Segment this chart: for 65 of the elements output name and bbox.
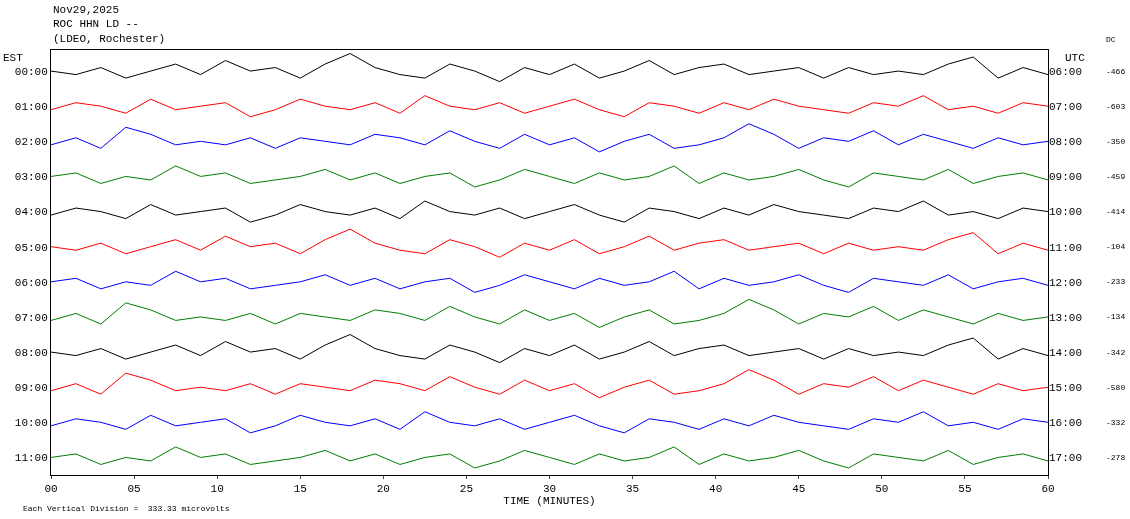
y2-tick-label: 15:00 [1049,382,1083,395]
y-tick-label: 04:00 [14,206,48,219]
x-tick-label: 20 [376,483,390,496]
text: -350 [1106,137,1126,146]
text: -332 [1106,418,1126,427]
x-tick-label: 50 [875,483,889,496]
text: -603 [1106,102,1126,111]
line-series [51,298,1048,328]
y2-tick-label: 10:00 [1049,206,1083,219]
text: DC [1106,35,1116,44]
y2-tick-label: 13:00 [1049,311,1083,324]
text: -134 [1106,312,1126,321]
text: -466 [1106,67,1126,76]
x-tick-label: 00 [44,483,58,496]
text: -414 [1106,207,1126,216]
y2-tick-label: 14:00 [1049,346,1083,359]
x-tick-label: 40 [709,483,723,496]
chart-title: Nov29,2025 [53,4,120,16]
y-tick-label: 11:00 [14,452,48,465]
y-tick-label: 07:00 [14,311,48,324]
line-series [51,165,1048,188]
y2-tick-label: 07:00 [1049,101,1083,114]
chart-subtitle: ROC HHN LD -- (LDEO, Rochester) [53,18,166,45]
y2-tick-label: 09:00 [1049,171,1083,184]
x-axis-title: TIME (MINUTES) [503,495,596,508]
x-tick-label: 25 [459,483,474,496]
line-series [51,123,1048,153]
line-series [51,411,1048,434]
x-tick-label: 45 [792,483,806,496]
x-tick-label: 15 [293,483,307,496]
y2-tick-label: 16:00 [1049,417,1083,430]
text: -342 [1106,348,1126,357]
y-tick-label: 05:00 [14,241,48,254]
y2-tick-label: 06:00 [1049,65,1083,78]
y-tick-label: 10:00 [14,417,48,430]
y2-tick-label: 12:00 [1049,276,1083,289]
y-axis-title: EST [3,52,24,64]
y-tick-label: 03:00 [14,171,48,184]
y2-tick-label: 11:00 [1049,241,1083,254]
text: -580 [1106,383,1126,392]
x-tick-label: 10 [210,483,224,496]
y-tick-label: 01:00 [14,101,48,114]
y2-tick-label: 17:00 [1049,452,1083,465]
line-series [51,95,1048,118]
text: Each Vertical Division = 333.33 microvolts [23,504,230,513]
text: -459 [1106,172,1126,181]
x-tick-label: 30 [542,483,557,496]
y2-axis-title: UTC [1065,52,1086,64]
line-series [51,270,1048,293]
x-tick-label: 55 [958,483,972,496]
line-series [51,228,1048,258]
x-tick-label: 35 [625,483,640,496]
line-series [51,446,1048,469]
text: -278 [1106,453,1126,462]
x-tick-label: 60 [1041,483,1055,496]
y-tick-label: 08:00 [14,346,48,359]
text: -104 [1106,242,1126,251]
line-series [51,369,1048,399]
text: -233 [1106,277,1126,286]
y-tick-label: 09:00 [14,382,48,395]
y-tick-label: 02:00 [14,136,48,149]
y-tick-label: 06:00 [14,276,48,289]
y-tick-label: 00:00 [14,65,48,78]
x-tick-label: 05 [127,483,141,496]
y2-tick-label: 08:00 [1049,136,1083,149]
